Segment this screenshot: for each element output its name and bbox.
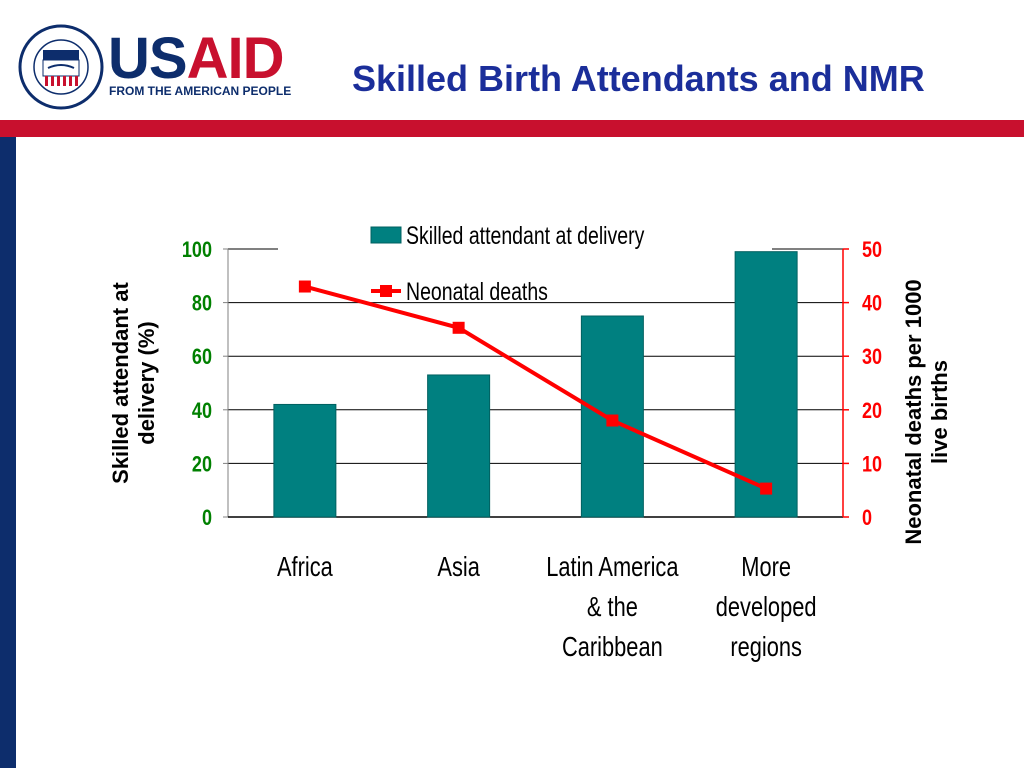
x-category-label: developed xyxy=(716,591,817,622)
y-left-tick-label: 60 xyxy=(192,346,212,370)
y-left-tick-label: 20 xyxy=(192,453,212,477)
y-left-tick-label: 40 xyxy=(192,399,212,423)
left-accent-stripe xyxy=(0,137,16,768)
y-left-tick-label: 100 xyxy=(182,238,212,262)
y-right-tick-label: 50 xyxy=(862,238,882,262)
y-right-tick-label: 20 xyxy=(862,399,882,423)
legend-label-line: Neonatal deaths xyxy=(406,278,548,306)
x-category-label: Latin America xyxy=(546,551,678,582)
x-category-label: regions xyxy=(730,631,802,662)
y-left-tick-label: 0 xyxy=(202,506,212,530)
brand-us: US xyxy=(108,26,188,91)
x-category-label: Asia xyxy=(437,551,479,582)
bar xyxy=(580,315,644,518)
bar xyxy=(427,374,491,518)
brand-aid: AID xyxy=(186,26,285,91)
x-category-label: More xyxy=(741,551,791,582)
usaid-wordmark: USAID xyxy=(108,30,284,88)
bar xyxy=(734,251,798,518)
y-left-tick-label: 80 xyxy=(192,292,212,316)
x-category-label: Africa xyxy=(277,551,333,582)
legend-swatch-bar xyxy=(370,226,402,244)
legend-swatch-marker xyxy=(380,285,392,297)
line-marker xyxy=(760,482,773,495)
bar xyxy=(273,403,337,518)
slide-title: Skilled Birth Attendants and NMR xyxy=(352,58,925,99)
header-divider-bar xyxy=(0,120,1024,137)
usaid-seal-icon xyxy=(18,24,104,110)
y-right-tick-label: 0 xyxy=(862,506,872,530)
y-right-tick-label: 10 xyxy=(862,453,882,477)
line-series-neonatal-deaths xyxy=(304,284,767,491)
brand-tagline: FROM THE AMERICAN PEOPLE xyxy=(109,84,292,98)
line-marker xyxy=(298,280,311,293)
x-category-label: Caribbean xyxy=(562,631,663,662)
x-category-label: & the xyxy=(587,591,638,622)
line-marker xyxy=(606,414,619,427)
y-right-tick-label: 40 xyxy=(862,292,882,316)
line-marker xyxy=(452,321,465,334)
legend-label-bar: Skilled attendant at delivery xyxy=(406,222,645,250)
y-right-tick-label: 30 xyxy=(862,346,882,370)
